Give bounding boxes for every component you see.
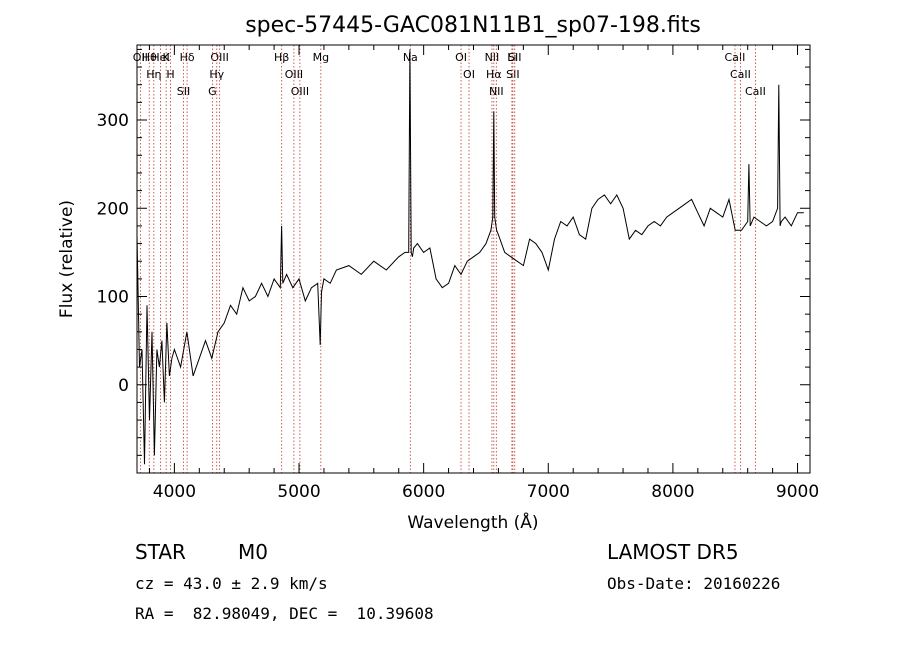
line-label: NII — [489, 85, 504, 98]
line-label: OIII — [210, 51, 228, 64]
line-label: OIII — [285, 68, 303, 81]
x-tick-label: 5000 — [277, 482, 320, 502]
x-axis-label: Wavelength (Å) — [407, 511, 538, 533]
ra-dec: RA = 82.98049, DEC = 10.39608 — [135, 604, 434, 623]
line-label: CaII — [725, 51, 746, 64]
line-label: G — [208, 85, 217, 98]
object-class: STAR — [135, 540, 186, 564]
line-label: Mg — [313, 51, 329, 64]
x-tick-label: 4000 — [153, 482, 196, 502]
object-subclass: M0 — [238, 540, 268, 564]
y-tick-label: 100 — [97, 288, 129, 308]
obs-date: Obs-Date: 20160226 — [607, 574, 781, 593]
survey-name: LAMOST DR5 — [607, 540, 739, 564]
line-label: CaII — [730, 68, 751, 81]
line-label: Li — [507, 51, 516, 64]
spectrum-chart: spec-57445-GAC081N11B1_sp07-198.fits HθH… — [57, 13, 819, 533]
line-label: H — [166, 68, 174, 81]
y-axis-label: Flux (relative) — [57, 200, 77, 318]
x-tick-label: 8000 — [651, 482, 694, 502]
line-label: NII — [485, 51, 500, 64]
line-label: OII — [133, 51, 148, 64]
line-label: OI — [463, 68, 475, 81]
line-label: K — [163, 51, 171, 64]
line-label: Hγ — [209, 68, 224, 81]
line-label: Hη — [146, 68, 161, 81]
y-tick-label: 300 — [97, 111, 129, 131]
line-label: Hβ — [274, 51, 289, 64]
y-tick-label: 0 — [118, 376, 129, 396]
line-label: SII — [177, 85, 190, 98]
line-label: OIII — [291, 85, 309, 98]
line-label: OI — [455, 51, 467, 64]
y-tick-label: 200 — [97, 199, 129, 219]
line-label: SII — [506, 68, 519, 81]
line-label: Hθ — [142, 51, 157, 64]
plot-frame — [136, 44, 811, 474]
line-label: Hδ — [180, 51, 195, 64]
line-label: CaII — [745, 85, 766, 98]
chart-title: spec-57445-GAC081N11B1_sp07-198.fits — [245, 13, 701, 38]
line-label: Hα — [486, 68, 502, 81]
x-tick-label: 7000 — [527, 482, 570, 502]
line-label: SII — [508, 51, 521, 64]
axis-ticks: 4000 5000 6000 7000 8000 9000 0 100 200 300 — [97, 45, 819, 502]
line-label: HeI — [151, 51, 169, 64]
spectrum-series — [136, 49, 804, 465]
x-tick-label: 6000 — [402, 482, 445, 502]
x-tick-label: 9000 — [776, 482, 819, 502]
redshift-cz: cz = 43.0 ± 2.9 km/s — [135, 574, 328, 593]
